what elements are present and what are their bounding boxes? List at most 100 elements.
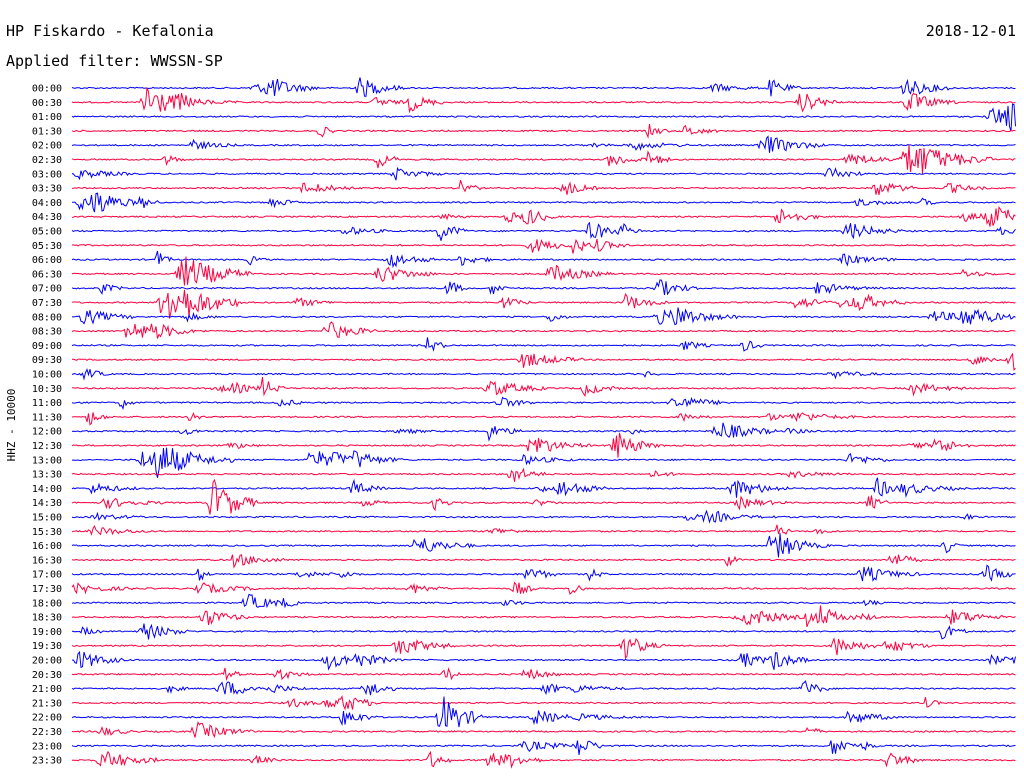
seismic-trace-row <box>71 124 1016 139</box>
seismic-trace-row <box>71 680 1016 696</box>
row-time-label: 23:30 <box>32 756 62 767</box>
seismic-trace-row <box>71 412 1016 426</box>
seismic-trace-row <box>71 467 1016 482</box>
row-time-label: 04:00 <box>32 198 62 209</box>
seismic-trace-row <box>71 593 1016 609</box>
row-time-label: 03:30 <box>32 184 62 195</box>
row-time-label: 13:00 <box>32 455 62 466</box>
row-time-label: 11:30 <box>32 412 62 423</box>
seismic-trace-row <box>71 256 1016 286</box>
row-time-label: 12:00 <box>32 427 62 438</box>
seismic-trace-row <box>71 221 1016 241</box>
seismic-trace-row <box>71 337 1016 353</box>
seismic-trace-row <box>71 377 1016 398</box>
row-time-label: 22:30 <box>32 727 62 738</box>
seismic-trace-row <box>71 396 1016 411</box>
row-time-label: 09:00 <box>32 341 62 352</box>
row-time-label: 16:30 <box>32 555 62 566</box>
seismic-trace-row <box>71 509 1016 524</box>
row-labels: 00:00 00:30 01:00 01:30 02:00 02:30 03:00 03:30… <box>32 84 62 767</box>
seismic-trace-row <box>71 103 1016 132</box>
seismic-trace-row <box>71 250 1016 269</box>
row-time-label: 02:00 <box>32 141 62 152</box>
row-time-label: 21:30 <box>32 698 62 709</box>
row-time-label: 11:00 <box>32 398 62 409</box>
seismic-trace-row <box>71 192 1016 213</box>
row-time-label: 18:30 <box>32 613 62 624</box>
row-time-label: 14:30 <box>32 498 62 509</box>
row-time-label: 23:00 <box>32 741 62 752</box>
seismic-trace-row <box>71 180 1016 196</box>
seismic-trace-row <box>71 740 1016 755</box>
seismic-trace-row <box>71 721 1016 739</box>
seismic-trace-row <box>71 533 1016 558</box>
seismic-trace-row <box>71 279 1016 296</box>
row-time-label: 21:00 <box>32 684 62 695</box>
seismic-trace-row <box>71 144 1016 174</box>
seismic-trace-row <box>71 581 1016 595</box>
row-time-label: 00:30 <box>32 98 62 109</box>
row-time-label: 00:00 <box>32 84 62 95</box>
seismic-trace-row <box>71 447 1016 478</box>
row-time-label: 06:30 <box>32 269 62 280</box>
seismic-trace-row <box>71 650 1016 671</box>
row-time-label: 14:00 <box>32 484 62 495</box>
seismic-trace-row <box>71 524 1016 536</box>
seismic-trace-row <box>71 205 1016 227</box>
date-label: 2018-12-01 <box>926 22 1016 40</box>
seismic-trace-row <box>71 321 1016 339</box>
row-time-label: 16:00 <box>32 541 62 552</box>
row-time-label: 03:00 <box>32 169 62 180</box>
row-time-label: 18:00 <box>32 598 62 609</box>
row-time-label: 15:00 <box>32 513 62 524</box>
seismic-trace-row <box>71 750 1016 769</box>
seismic-trace-row <box>71 667 1016 682</box>
seismic-trace-row <box>71 477 1016 498</box>
seismic-trace-row <box>72 307 1016 326</box>
row-time-label: 12:30 <box>32 441 62 452</box>
seismic-trace-row <box>71 135 1016 153</box>
row-time-label: 17:00 <box>32 570 62 581</box>
seismic-trace-row <box>71 564 1016 582</box>
seismic-trace-row <box>71 166 1016 181</box>
row-time-label: 10:00 <box>32 370 62 381</box>
applied-filter-label: Applied filter: WWSSN-SP <box>6 52 223 70</box>
seismic-trace-row <box>71 637 1016 660</box>
seismic-trace-row <box>71 605 1016 628</box>
row-time-label: 07:30 <box>32 298 62 309</box>
row-time-label: 22:00 <box>32 713 62 724</box>
seismic-trace-row <box>71 432 1016 458</box>
row-time-label: 01:00 <box>32 112 62 123</box>
seismic-traces <box>71 77 1016 769</box>
row-time-label: 08:30 <box>32 327 62 338</box>
row-time-label: 19:00 <box>32 627 62 638</box>
seismic-trace-row <box>71 422 1016 442</box>
row-time-label: 20:00 <box>32 656 62 667</box>
row-time-label: 15:30 <box>32 527 62 538</box>
seismic-trace-row <box>71 352 1016 371</box>
y-axis-label: HHZ - 10000 <box>5 389 18 462</box>
seismic-trace-row <box>71 554 1016 569</box>
row-time-label: 04:30 <box>32 212 62 223</box>
row-time-label: 09:30 <box>32 355 62 366</box>
row-time-label: 20:30 <box>32 670 62 681</box>
seismic-trace-row <box>71 289 1016 319</box>
row-time-label: 19:30 <box>32 641 62 652</box>
row-time-label: 05:00 <box>32 227 62 238</box>
row-time-label: 08:00 <box>32 312 62 323</box>
seismic-trace-row <box>71 77 1016 97</box>
row-time-label: 01:30 <box>32 126 62 137</box>
seismic-trace-row <box>71 623 1016 640</box>
seismic-trace-row <box>71 87 1016 114</box>
row-time-label: 06:00 <box>32 255 62 266</box>
row-time-label: 05:30 <box>32 241 62 252</box>
seismic-trace-row <box>71 368 1016 381</box>
row-time-label: 17:30 <box>32 584 62 595</box>
seismic-trace-row <box>71 478 1016 515</box>
row-time-label: 07:00 <box>32 284 62 295</box>
row-time-label: 02:30 <box>32 155 62 166</box>
seismic-trace-row <box>71 696 1016 728</box>
row-time-label: 10:30 <box>32 384 62 395</box>
